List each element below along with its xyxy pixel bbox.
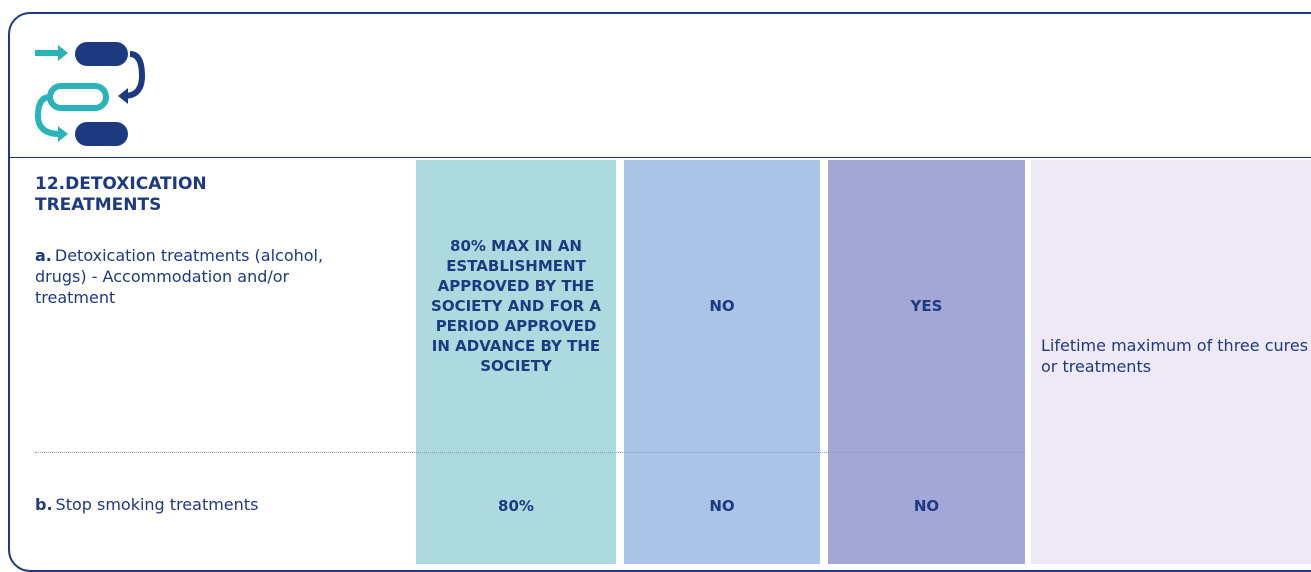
- row-divider: [35, 452, 1025, 453]
- column: [828, 160, 1025, 564]
- note: Lifetime maximum of three cures or treat…: [1041, 336, 1309, 376]
- column: [624, 160, 820, 564]
- section-title: 12.DETOXICATION TREATMENTS: [35, 174, 207, 215]
- cell: 80% MAX IN AN ESTABLISHMENT APPROVED BY …: [431, 237, 601, 375]
- row-label: a. Detoxication treatments (alcohol, drug…: [35, 245, 335, 308]
- row-text: Stop smoking treatments: [55, 495, 259, 514]
- rule: [10, 157, 1311, 158]
- row-prefix: a.: [35, 246, 52, 265]
- row-label: b. Stop smoking treatments: [35, 494, 355, 515]
- cell: 80%: [498, 497, 534, 515]
- row-prefix: b.: [35, 495, 53, 514]
- cell: NO: [709, 497, 735, 515]
- cell: NO: [913, 497, 940, 515]
- column: [1031, 160, 1311, 564]
- icon: [34, 42, 146, 146]
- cell: YES: [910, 297, 943, 315]
- cell: NO: [709, 297, 735, 315]
- column: [416, 160, 616, 564]
- row-text: Detoxication treatments (alcohol, drugs)…: [35, 246, 324, 307]
